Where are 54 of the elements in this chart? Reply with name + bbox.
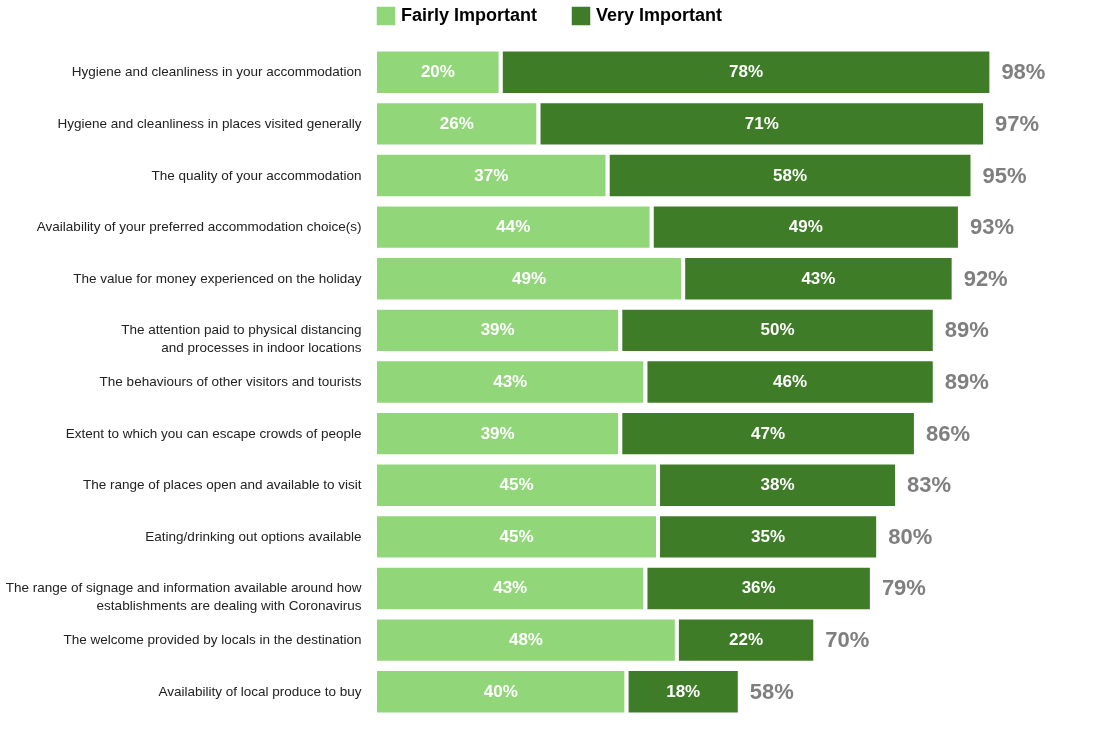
- data-label: 40%: [483, 681, 518, 701]
- data-label: 48%: [508, 630, 543, 650]
- data-label: 49%: [512, 268, 547, 288]
- data-label: 58%: [773, 165, 808, 185]
- y-tick-label: The range of places open and available to visit: [83, 477, 362, 493]
- data-label: 22%: [729, 630, 764, 650]
- data-label: 43%: [801, 268, 836, 288]
- total-label: 97%: [995, 110, 1040, 136]
- y-tick-label: Hygiene and cleanliness in your accommodation: [71, 64, 362, 80]
- total-label: 79%: [881, 575, 926, 601]
- data-label: 35%: [751, 526, 786, 546]
- total-label: 93%: [969, 214, 1014, 240]
- data-label: 71%: [744, 113, 779, 133]
- data-label: 20%: [420, 62, 455, 82]
- y-tick-label: The quality of your accommodation: [151, 167, 362, 183]
- total-label: 80%: [888, 523, 933, 549]
- data-label: 38%: [760, 475, 795, 495]
- y-tick-label: Extent to which you can escape crowds of people: [65, 425, 362, 441]
- data-label: 47%: [751, 423, 786, 443]
- y-tick-label: The range of signage and information available around how establishments are dealing with Coronavirus: [5, 580, 362, 614]
- data-label: 78%: [729, 62, 764, 82]
- data-label: 43%: [493, 578, 528, 598]
- total-label: 83%: [907, 472, 952, 498]
- y-tick-label: Availability of local produce to buy: [158, 683, 362, 699]
- total-label: 86%: [925, 420, 970, 446]
- legend-label: Very Important: [596, 5, 723, 25]
- data-label: 39%: [480, 320, 515, 340]
- data-label: 44%: [496, 217, 531, 237]
- data-label: 50%: [760, 320, 795, 340]
- data-label: 26%: [439, 113, 474, 133]
- data-label: 45%: [499, 475, 534, 495]
- data-label: 37%: [474, 165, 509, 185]
- total-label: 98%: [1001, 59, 1046, 85]
- y-tick-label: The attention paid to physical distancing and processes in indoor locations: [121, 322, 362, 356]
- total-label: 89%: [944, 317, 989, 343]
- data-label: 45%: [499, 526, 534, 546]
- data-label: 43%: [493, 372, 528, 391]
- y-tick-label: Hygiene and cleanliness in places visited generally: [57, 115, 362, 131]
- data-label: 46%: [773, 372, 808, 391]
- total-label: 58%: [749, 678, 794, 704]
- total-label: 92%: [963, 265, 1008, 291]
- y-tick-label: The behaviours of other visitors and tourists: [99, 374, 362, 389]
- legend-label: Fairly Important: [401, 5, 538, 25]
- data-label: 18%: [666, 681, 701, 701]
- y-tick-label: The value for money experienced on the holiday: [73, 270, 362, 286]
- data-label: 39%: [480, 423, 515, 443]
- total-label: 70%: [825, 627, 870, 653]
- data-label: 49%: [788, 217, 823, 237]
- total-label: 95%: [982, 162, 1027, 188]
- y-tick-label: Availability of your preferred accommodation choice(s): [36, 219, 362, 235]
- y-tick-label: Eating/drinking out options available: [145, 528, 362, 544]
- y-tick-label: The welcome provided by locals in the destination: [63, 632, 362, 648]
- total-label: 89%: [944, 369, 989, 394]
- data-label: 36%: [741, 578, 776, 598]
